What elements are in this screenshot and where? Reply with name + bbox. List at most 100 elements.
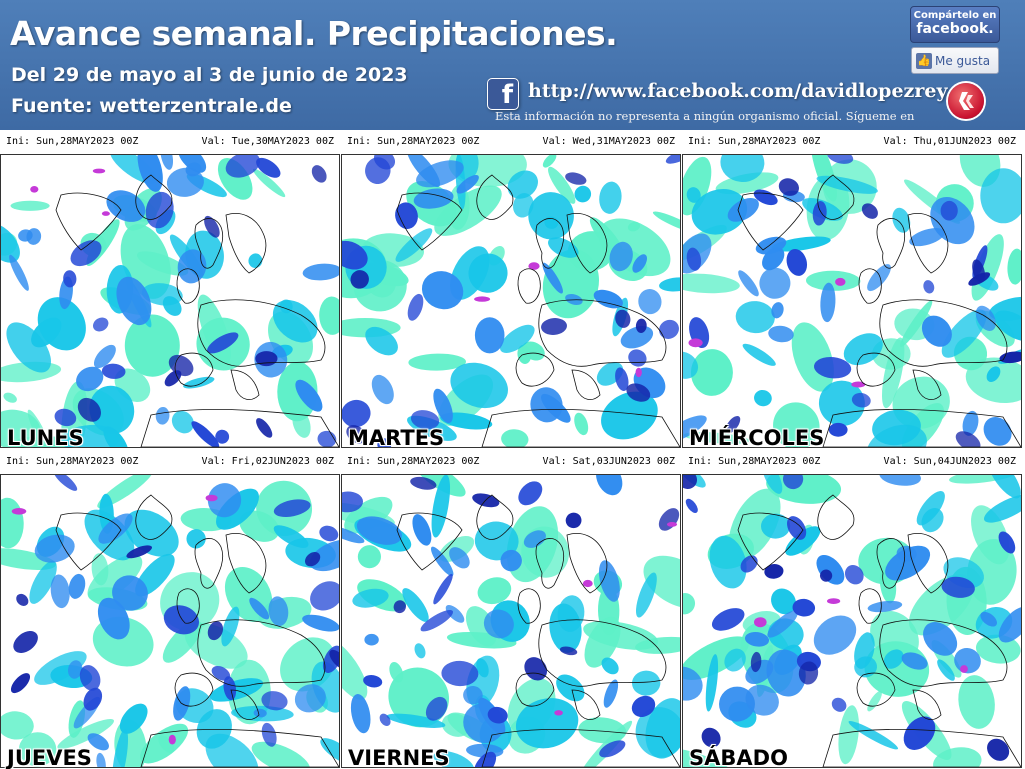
precip-core	[635, 367, 642, 378]
precip-area	[87, 554, 143, 601]
precip-area	[971, 234, 1004, 301]
page-title: Avance semanal. Precipitaciones.	[10, 14, 618, 53]
precip-area	[178, 155, 207, 173]
precip-area	[685, 498, 698, 513]
precip-area	[513, 193, 534, 218]
precip-area	[683, 351, 699, 379]
precip-area	[764, 564, 784, 579]
coastline	[174, 352, 214, 387]
coastline	[515, 672, 555, 707]
precip-area	[373, 155, 396, 170]
coastline	[912, 689, 942, 720]
coastline	[194, 218, 224, 269]
coastline	[737, 512, 804, 571]
coastline	[481, 408, 680, 447]
source-credit: Fuente: wetterzentrale.de	[11, 95, 292, 117]
precipitation-map	[0, 154, 340, 448]
panel-header: Ini: Sun,28MAY2023 00Z Val: Fri,02JUN202…	[0, 451, 340, 473]
precip-area	[958, 675, 995, 729]
precip-area	[501, 429, 529, 447]
precip-area	[975, 305, 996, 332]
coastline	[55, 192, 122, 251]
precip-area	[941, 576, 975, 598]
precip-area	[500, 549, 522, 572]
like-button[interactable]: 👍 Me gusta	[911, 47, 999, 74]
precip-area	[412, 514, 432, 546]
precip-core	[754, 617, 767, 628]
precip-area	[350, 693, 371, 734]
coastline	[856, 672, 896, 707]
author-logo-icon[interactable]	[948, 83, 984, 119]
precip-area	[433, 750, 475, 767]
precip-area	[68, 573, 86, 599]
share-on-facebook-button[interactable]: Compártelo en facebook.	[910, 6, 1000, 43]
precip-area	[771, 302, 784, 319]
disclaimer-text: Esta información no representa a ningún …	[495, 109, 915, 123]
precip-area	[750, 651, 762, 673]
precip-area	[16, 593, 29, 606]
precip-area	[1007, 248, 1021, 285]
precip-area	[615, 367, 629, 391]
precip-area	[183, 376, 215, 389]
precip-area	[407, 293, 424, 321]
precipitation-map	[682, 474, 1022, 768]
precip-area	[425, 696, 448, 721]
precip-area	[273, 499, 311, 518]
precip-area	[879, 475, 921, 486]
precip-area	[473, 751, 497, 767]
facebook-icon[interactable]: f	[487, 78, 519, 110]
precip-area	[635, 636, 680, 654]
precip-area	[1, 711, 34, 740]
coastline	[817, 494, 855, 540]
precip-area	[441, 660, 479, 687]
day-label: MARTES	[348, 426, 445, 449]
facebook-link[interactable]: http://www.facebook.com/davidlopezrey	[528, 80, 948, 102]
precip-area	[828, 422, 848, 437]
precip-area	[518, 481, 543, 506]
precip-area	[632, 670, 661, 696]
precip-area	[205, 733, 259, 767]
precip-area	[659, 319, 679, 339]
precip-area	[556, 674, 585, 702]
precip-area	[838, 705, 859, 765]
precip-area	[207, 621, 224, 641]
precip-core	[30, 186, 39, 193]
precip-area	[364, 633, 379, 646]
precip-area	[598, 560, 620, 602]
coastline	[230, 369, 260, 400]
precip-area	[643, 555, 680, 609]
valid-time: Val: Fri,02JUN2023 00Z	[201, 456, 334, 467]
precip-area	[295, 379, 323, 412]
precip-area	[683, 273, 740, 294]
precip-area	[101, 363, 126, 379]
coastline	[55, 512, 122, 571]
precip-area	[319, 296, 339, 335]
precip-area	[371, 374, 394, 405]
precip-area	[67, 660, 83, 679]
coastline	[571, 369, 601, 400]
coastline	[476, 174, 514, 220]
precip-area	[620, 325, 654, 349]
panel-header: Ini: Sun,28MAY2023 00Z Val: Sat,03JUN202…	[341, 451, 681, 473]
precip-area	[740, 555, 758, 573]
precip-area	[515, 698, 579, 749]
precip-area	[431, 475, 451, 538]
day-label: SÁBADO	[689, 746, 788, 769]
precip-core	[528, 262, 540, 270]
precip-area	[63, 270, 77, 288]
precip-area	[715, 172, 779, 195]
precip-core	[168, 734, 176, 745]
precip-area	[155, 407, 170, 425]
precip-area	[921, 315, 952, 347]
forecast-panel-lunes: Ini: Sun,28MAY2023 00Z Val: Tue,30MAY202…	[0, 131, 340, 449]
init-time: Ini: Sun,28MAY2023 00Z	[347, 456, 480, 467]
precip-area	[867, 264, 891, 292]
precip-core	[851, 381, 866, 388]
coastline	[225, 213, 267, 274]
precip-area	[542, 262, 563, 294]
precip-area	[916, 490, 945, 526]
precip-area	[6, 322, 51, 373]
precip-area	[311, 165, 327, 183]
precip-area	[421, 271, 464, 310]
precip-area	[937, 659, 955, 681]
